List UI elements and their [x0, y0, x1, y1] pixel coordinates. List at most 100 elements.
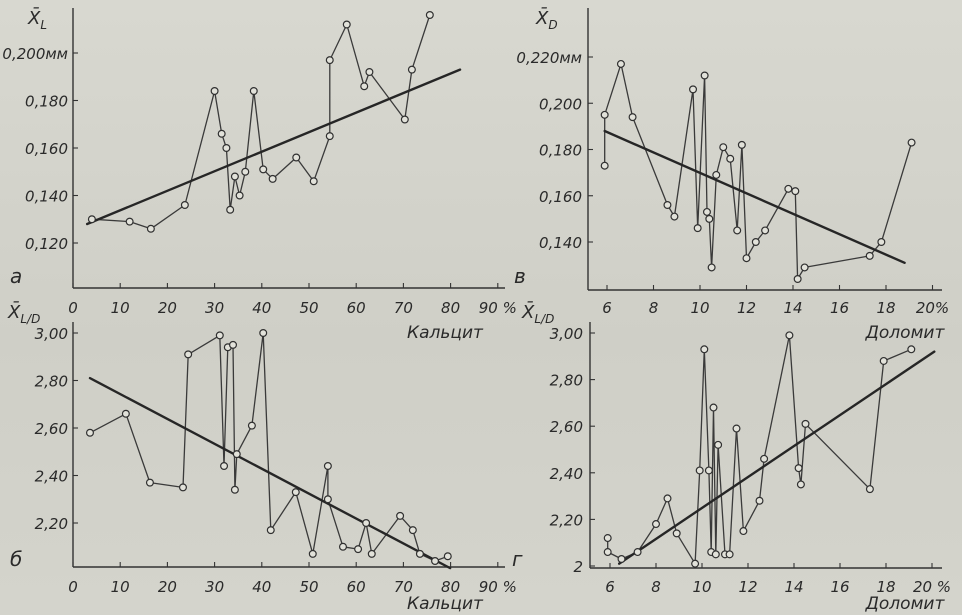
data-point	[146, 224, 155, 233]
chart-panel: 0 10 20 30 40 50 60 70 80 90 % 2,20 2,40 2,60 2,80 3,0…	[7, 301, 517, 614]
panel-label: а	[10, 264, 22, 288]
data-point	[700, 345, 709, 354]
data-point	[794, 464, 803, 473]
data-point	[793, 275, 802, 284]
data-point	[241, 167, 250, 176]
y-tick-label: 2,40	[35, 468, 68, 486]
y-tick-label: 3,00	[550, 325, 583, 343]
data-point	[628, 113, 637, 122]
data-point	[600, 110, 609, 119]
x-tick-label: 10	[111, 299, 130, 317]
data-point	[85, 428, 94, 437]
x-tick-label: 14	[784, 578, 803, 596]
data-point	[396, 511, 405, 520]
data-point	[742, 254, 751, 263]
data-point	[210, 86, 219, 95]
y-tick-label: 0,140	[539, 234, 582, 252]
data-point	[603, 548, 612, 557]
x-tick-label: 80	[441, 299, 460, 317]
x-tick-label: 70	[394, 578, 413, 596]
data-point	[222, 144, 231, 153]
x-axis-title: Кальцит	[407, 594, 484, 614]
data-point	[705, 214, 714, 223]
x-tick-label: 20	[158, 299, 177, 317]
data-point	[784, 184, 793, 193]
data-point	[291, 488, 300, 497]
data-series-line	[607, 334, 912, 565]
x-tick-label: 18	[876, 578, 895, 596]
data-point	[226, 205, 235, 214]
y-axis-title: X̄L	[27, 7, 47, 32]
x-tick-label: 80	[441, 578, 460, 596]
data-point	[714, 440, 723, 449]
data-point	[145, 478, 154, 487]
y-tick-label: 0,160	[25, 140, 68, 158]
trend-line	[618, 350, 936, 565]
data-point	[800, 263, 809, 272]
panel-label: б	[10, 547, 22, 571]
data-point	[232, 450, 241, 459]
x-tick-label: 20 %	[913, 578, 951, 596]
data-point	[215, 331, 224, 340]
data-point	[259, 329, 268, 338]
data-point	[700, 71, 709, 80]
data-point	[292, 153, 301, 162]
data-point	[785, 331, 794, 340]
x-tick-label: 6	[602, 299, 612, 317]
x-tick-label: 18	[876, 299, 895, 317]
data-point	[309, 177, 318, 186]
y-tick-label: 0,200	[539, 95, 582, 113]
chart-panel: 0 10 20 30 40 50 60 70 80 90 % 0,120 0,140 0,160 0,18…	[2, 7, 516, 343]
panel-label: в	[514, 264, 526, 288]
data-point	[180, 201, 189, 210]
x-axis-title: Доломит	[865, 323, 946, 343]
data-point	[323, 495, 332, 504]
x-tick-label: 40	[252, 299, 271, 317]
chart-panel: 6 8 10 12 14 16 18 20 % 2 2,20 2,40 2,60 2,80 3,00 Дол…	[512, 301, 951, 614]
data-point	[695, 466, 704, 475]
y-axis-subscript: L/D	[534, 312, 554, 326]
trend-line	[603, 129, 906, 265]
y-tick-label: 2,20	[35, 515, 68, 533]
data-point	[342, 20, 351, 29]
data-point	[865, 251, 874, 260]
y-tick-label: 2,60	[35, 420, 68, 438]
y-axis-title: X̄L/D	[7, 301, 40, 326]
data-point	[712, 170, 721, 179]
y-tick-label: 0,180	[539, 142, 582, 160]
x-tick-label: 10	[690, 299, 709, 317]
y-tick-label: 0,220мм	[516, 49, 582, 67]
trend-line	[88, 376, 452, 570]
data-point	[704, 466, 713, 475]
x-tick-label: 12	[737, 299, 756, 317]
data-point	[617, 555, 626, 564]
x-tick-label: 8	[649, 299, 659, 317]
data-point	[907, 138, 916, 147]
data-series-line	[91, 14, 431, 230]
y-tick-label: 0,140	[25, 188, 68, 206]
y-axis-title: X̄L/D	[521, 301, 554, 326]
data-point	[338, 542, 347, 551]
data-point	[689, 85, 698, 94]
data-point	[672, 529, 681, 538]
y-tick-label: 2	[573, 558, 583, 576]
data-point	[877, 238, 886, 247]
y-axis-subscript: D	[548, 18, 557, 32]
data-point	[726, 154, 735, 163]
y-axis-subscript: L	[40, 18, 47, 32]
y-tick-label: 2,80	[35, 373, 68, 391]
y-axis-title: X̄D	[535, 7, 558, 32]
data-point	[235, 191, 244, 200]
data-point	[121, 409, 130, 418]
data-point	[702, 207, 711, 216]
x-tick-label: 0	[68, 578, 78, 596]
data-point	[651, 520, 660, 529]
x-tick-label: 12	[738, 578, 757, 596]
data-point	[709, 403, 718, 412]
x-tick-label: 30	[205, 299, 224, 317]
y-axis-subscript: L/D	[20, 312, 40, 326]
data-point	[266, 526, 275, 535]
y-tick-label: 0,160	[539, 188, 582, 206]
data-point	[907, 345, 916, 354]
